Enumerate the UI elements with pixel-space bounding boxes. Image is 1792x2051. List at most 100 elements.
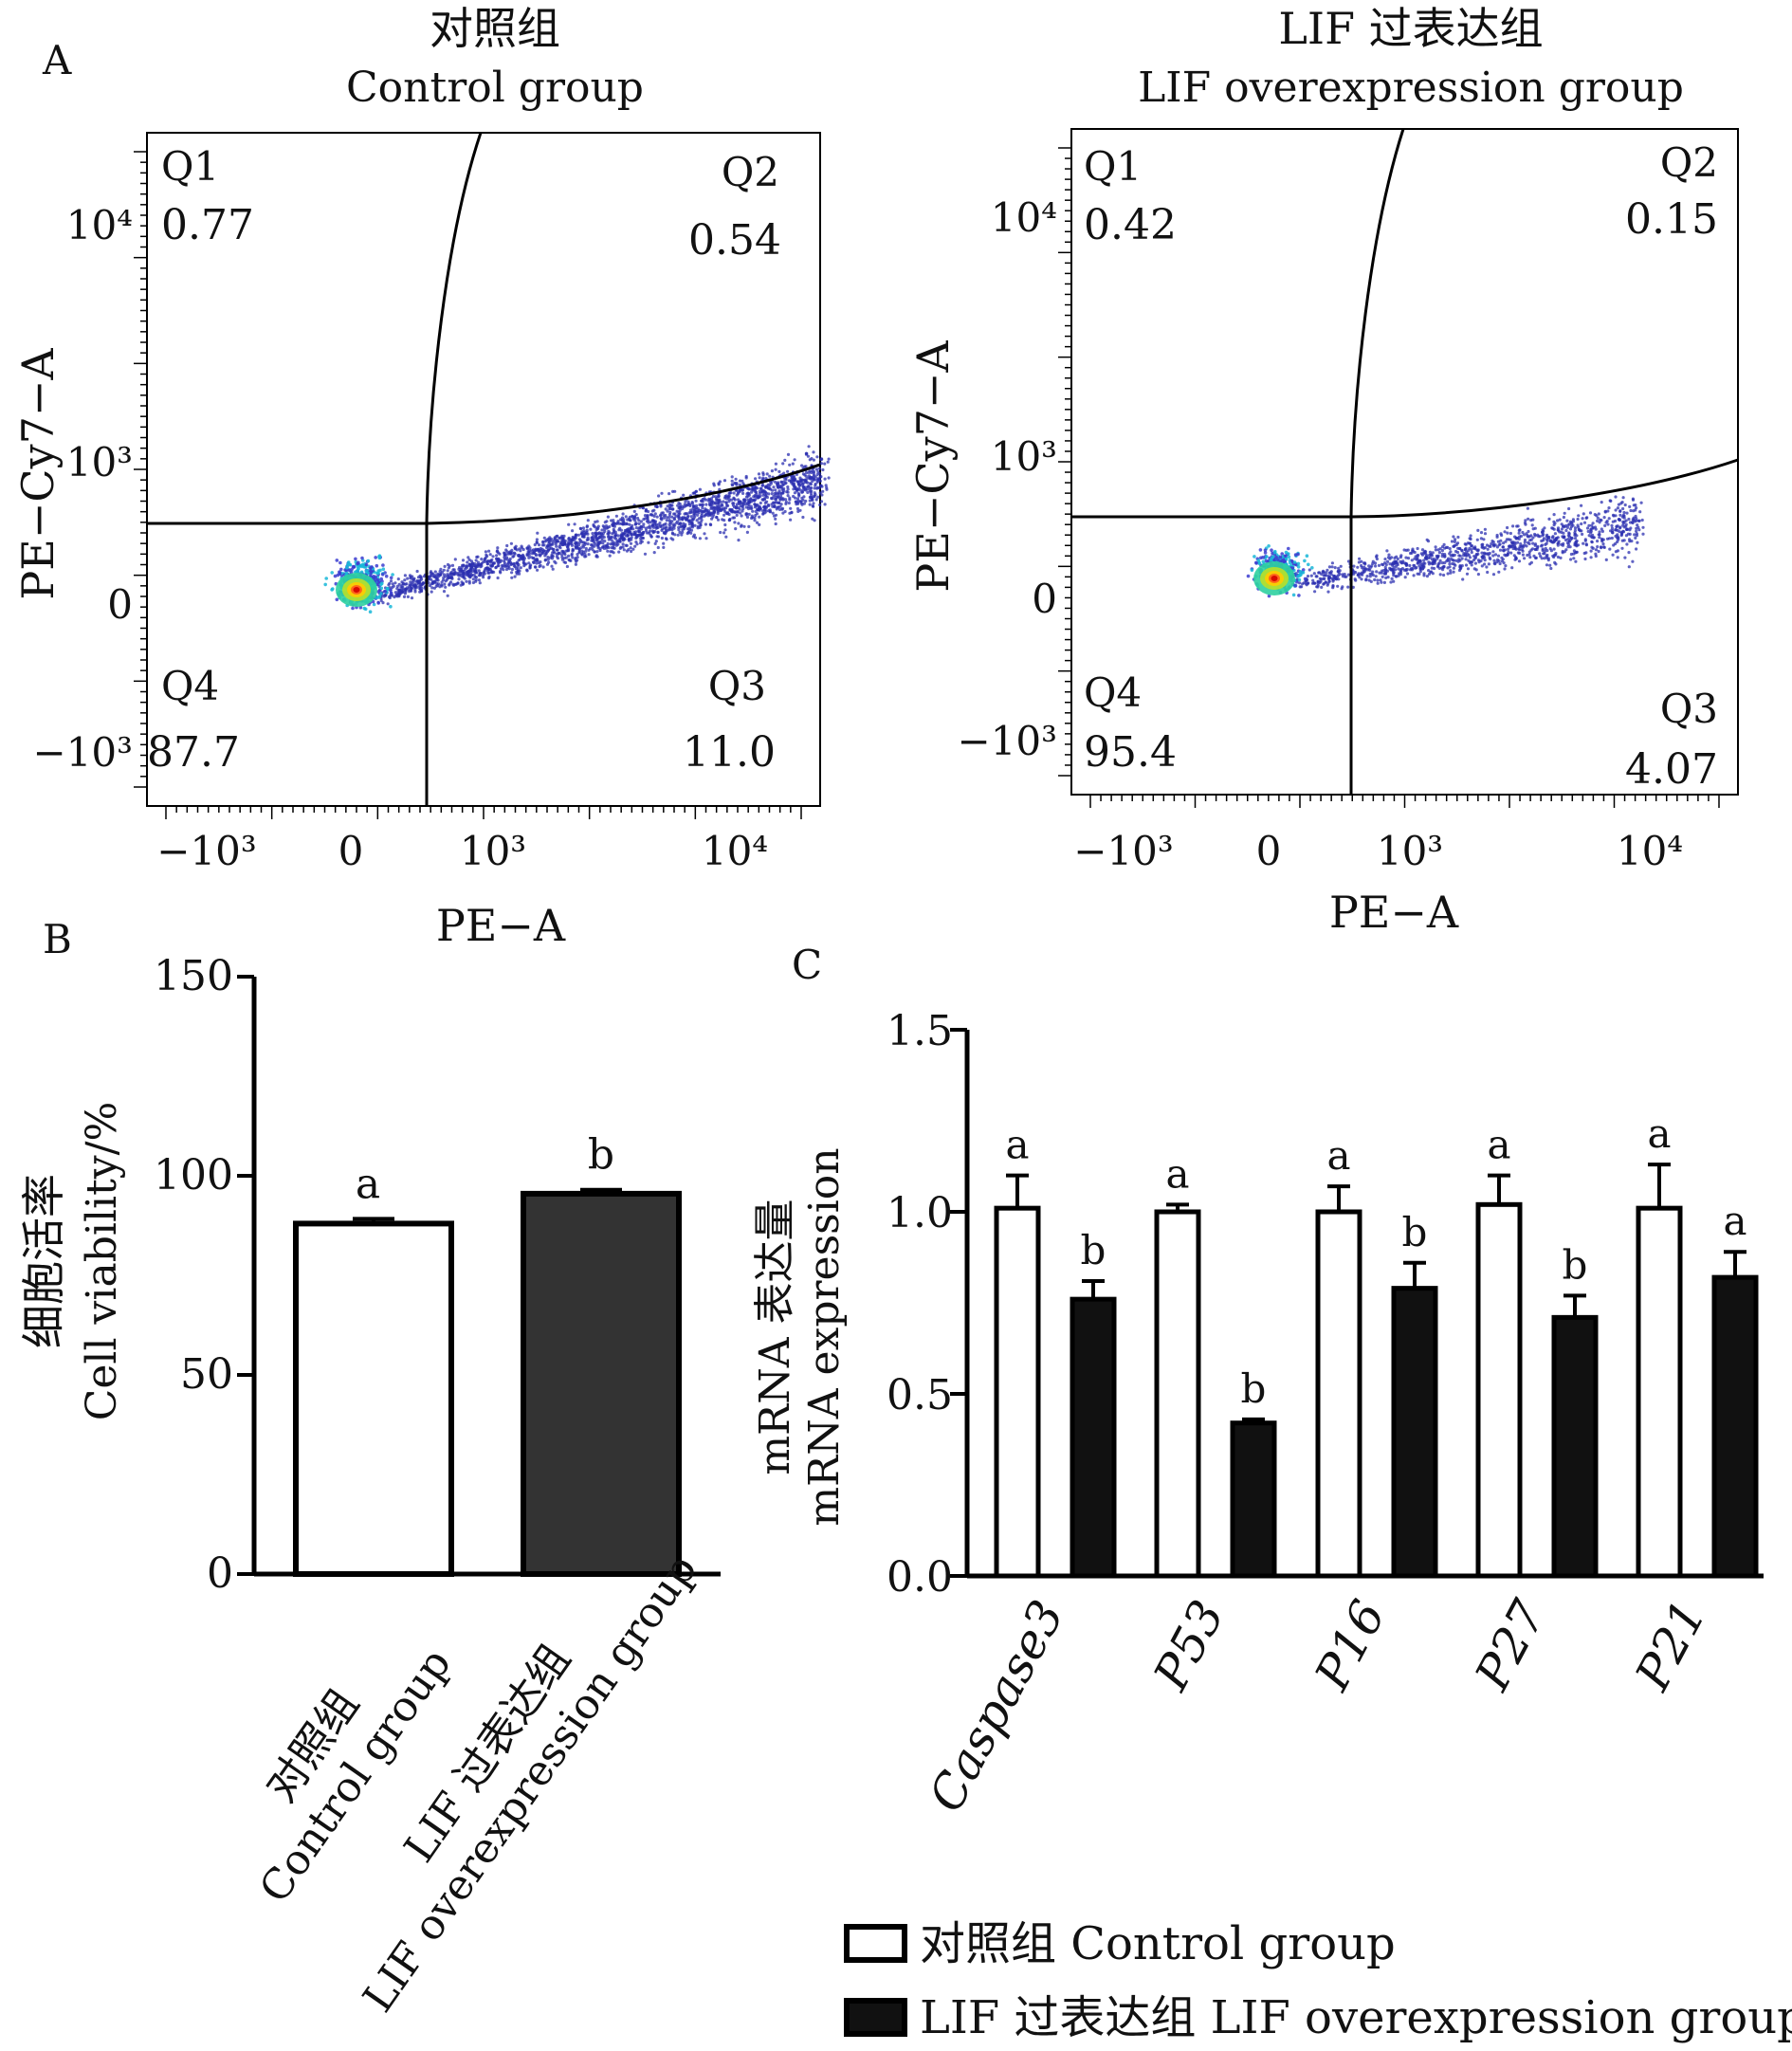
event-dot	[1625, 511, 1629, 515]
significance-letter: b	[1402, 1209, 1428, 1255]
event-dot	[673, 489, 677, 493]
event-dot	[720, 503, 723, 506]
event-dot	[512, 564, 517, 568]
event-dot	[1284, 550, 1289, 555]
event-dot	[1460, 564, 1464, 568]
event-dot	[585, 524, 590, 528]
event-dot	[678, 530, 682, 535]
event-dot	[724, 535, 728, 539]
event-dot	[563, 539, 567, 543]
event-dot	[1568, 527, 1573, 531]
event-dot	[1316, 585, 1320, 589]
event-dot	[711, 515, 715, 519]
event-dot	[403, 592, 407, 595]
event-dot	[1498, 561, 1502, 566]
x-tick-label: 10⁴	[702, 828, 768, 874]
event-dot	[685, 518, 688, 522]
event-dot	[603, 540, 607, 543]
event-dot	[1639, 501, 1643, 504]
event-dot	[1521, 530, 1525, 535]
y-tick-label: 10³	[66, 439, 133, 485]
event-dot	[1469, 560, 1472, 564]
event-dot	[1616, 540, 1619, 544]
event-dot	[1449, 569, 1453, 573]
event-dot	[1367, 564, 1371, 568]
event-dot	[808, 476, 812, 480]
event-dot	[574, 558, 577, 561]
event-dot	[800, 464, 804, 467]
event-dot	[768, 508, 772, 512]
event-dot	[1373, 561, 1378, 565]
event-dot	[1572, 557, 1576, 560]
event-dot	[406, 595, 410, 599]
event-dot	[576, 533, 580, 537]
event-dot	[535, 540, 539, 544]
event-dot	[466, 570, 469, 575]
event-dot	[812, 450, 815, 454]
event-dot	[704, 537, 708, 540]
event-dot	[793, 491, 797, 495]
event-dot	[348, 562, 353, 567]
event-dot	[747, 524, 751, 529]
event-dot	[800, 490, 804, 494]
event-dot	[1296, 561, 1301, 566]
event-dot	[551, 542, 555, 546]
event-dot	[335, 597, 339, 602]
event-dot	[1472, 555, 1476, 559]
event-dot	[1545, 553, 1549, 558]
event-dot	[379, 586, 384, 591]
event-dot	[537, 561, 541, 565]
event-dot	[626, 534, 630, 538]
y-axis-title-en: Cell viability/%	[78, 1102, 126, 1421]
event-dot	[403, 578, 407, 582]
event-dot	[1483, 556, 1487, 559]
event-dot	[606, 515, 611, 519]
event-dot	[686, 514, 690, 518]
event-dot	[519, 566, 522, 570]
event-dot	[633, 530, 638, 534]
event-dot	[818, 503, 822, 507]
event-dot	[674, 514, 678, 519]
event-dot	[651, 530, 655, 534]
event-dot	[1596, 516, 1600, 520]
event-dot	[574, 544, 577, 548]
event-dot	[744, 476, 748, 480]
event-dot	[1563, 511, 1566, 515]
event-dot	[1466, 541, 1470, 545]
event-dot	[433, 579, 437, 583]
event-dot	[338, 560, 342, 565]
event-dot	[1527, 535, 1530, 539]
event-dot	[671, 538, 675, 541]
event-dot	[389, 579, 393, 583]
event-dot	[556, 534, 559, 539]
event-dot	[1307, 568, 1311, 572]
event-dot	[755, 521, 759, 524]
event-dot	[1392, 572, 1396, 576]
event-dot	[712, 505, 717, 509]
event-dot	[641, 532, 645, 537]
event-dot	[364, 569, 369, 573]
bar	[1315, 1209, 1362, 1579]
event-dot	[1589, 527, 1593, 531]
event-dot	[792, 494, 795, 499]
event-dot	[567, 522, 571, 526]
event-dot	[1270, 548, 1273, 552]
event-dot	[483, 572, 486, 576]
event-dot	[441, 578, 446, 582]
event-dot	[1374, 575, 1378, 578]
event-dot	[756, 496, 759, 500]
event-dot	[1292, 560, 1297, 564]
event-dot	[680, 504, 685, 508]
event-dot	[1547, 535, 1551, 540]
event-dot	[588, 547, 593, 551]
event-dot	[1605, 537, 1610, 540]
event-dot	[604, 544, 608, 548]
event-dot	[659, 516, 664, 520]
event-dot	[1541, 534, 1545, 538]
event-dot	[646, 514, 649, 518]
event-dot	[577, 551, 581, 555]
event-dot	[1317, 571, 1322, 575]
event-dot	[374, 556, 378, 559]
event-dot	[814, 467, 819, 471]
event-dot	[1624, 522, 1628, 526]
